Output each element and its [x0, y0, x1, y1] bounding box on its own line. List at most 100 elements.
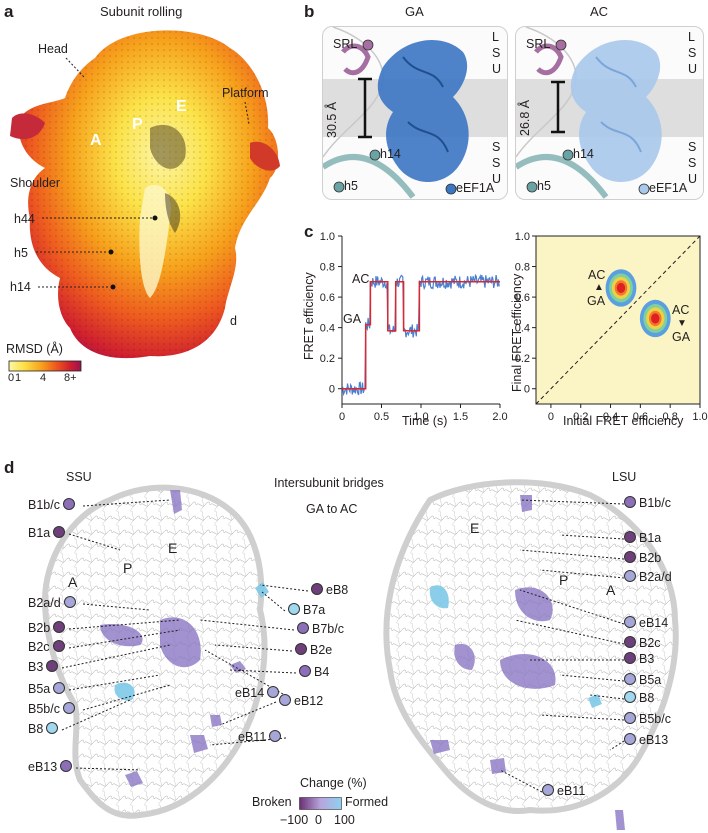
label-platform: Platform — [222, 86, 269, 100]
left-bridge-label-6: B5a — [28, 682, 51, 696]
right-bridge-4: eB14 — [624, 616, 668, 630]
d-site-e2: E — [470, 520, 480, 536]
rmsd-colorbar — [8, 360, 82, 372]
tdp-xtick-label-4: 0.8 — [663, 411, 678, 423]
ga-structure — [323, 27, 507, 199]
tdp-xtick-label-0: 0 — [548, 411, 554, 423]
right-bridge-5: B2c — [624, 636, 661, 650]
trace-ytick-label-4: 0.8 — [320, 262, 335, 274]
center-bridge-dot-4 — [299, 665, 311, 677]
right-bridge-label-11: eB11 — [557, 784, 586, 798]
tdp-peak-0-level-4 — [616, 282, 626, 294]
ga-ssu-s2: S — [492, 156, 501, 170]
ssu-label: SSU — [66, 470, 92, 484]
center-bridge-dot-5 — [267, 686, 280, 698]
trace-xtick-label-4: 2.0 — [492, 411, 507, 423]
change-colorbar — [299, 797, 342, 810]
tdp-lower-arrow: ▼ — [677, 318, 687, 329]
center-bridge-label-5: eB14 — [235, 686, 265, 700]
center-bridge-dot-3 — [295, 643, 307, 655]
ga-srl-label: SRL — [333, 37, 358, 51]
tdp-ylabel: Final FRET efficiency — [510, 273, 524, 392]
center-bridge-leader-1 — [261, 591, 286, 612]
center-bridge-3: B2e — [292, 643, 332, 657]
left-bridge-dot-1 — [53, 526, 66, 538]
label-head: Head — [38, 42, 68, 56]
label-h44: h44 — [14, 212, 35, 226]
ribosome-channel — [139, 184, 171, 298]
right-bridge-leader-9 — [539, 714, 625, 721]
label-shoulder: Shoulder — [10, 176, 61, 190]
lsu-label: LSU — [612, 470, 637, 484]
center-bridge-leader-3 — [214, 644, 293, 652]
ssu-footprint — [41, 484, 268, 819]
left-bridge-dot-0 — [62, 498, 75, 510]
right-bridge-leader-1 — [559, 534, 625, 540]
platform-leader — [244, 101, 250, 125]
left-bridge-leader-8 — [61, 699, 131, 731]
left-bridge-label-2: B2a/d — [28, 596, 61, 610]
d-site-p: P — [123, 560, 133, 576]
right-bridge-1: B1a — [624, 531, 661, 545]
legend-broken: Broken — [252, 795, 292, 809]
right-bridge-0: B1b/c — [624, 496, 671, 510]
left-bridge-leader-4 — [68, 629, 181, 649]
center-bridge-4: B4 — [296, 665, 329, 679]
panel-d-letter: d — [4, 458, 15, 477]
center-bridge-0: eB8 — [308, 583, 348, 597]
right-bridge-dot-2 — [624, 551, 636, 563]
trace-xtick-label-1: 0.5 — [374, 411, 389, 423]
right-bridge-leader-4 — [519, 589, 625, 625]
right-bridge-dot-11 — [542, 784, 554, 796]
label-site-a: A — [90, 132, 102, 149]
right-bridge-dot-0 — [624, 496, 636, 508]
left-bridge-9: eB13 — [28, 760, 75, 774]
d-site-a2: A — [606, 582, 616, 598]
tdp-ytick-label-0: 0 — [524, 384, 530, 396]
ga-lsu-l: L — [492, 30, 499, 44]
rmsd-legend-title: RMSD (Å) — [6, 342, 63, 356]
left-bridge-label-5: B3 — [28, 660, 44, 674]
tdp-lower-ac: AC — [672, 303, 690, 317]
right-bridge-3: B2a/d — [624, 570, 672, 584]
ac-srl-label: SRL — [526, 37, 551, 51]
ac-h5-label: h5 — [537, 179, 551, 193]
right-bridge-leader-7 — [559, 674, 625, 682]
right-bridge-leader-11 — [499, 769, 543, 793]
legend-tick-100: 100 — [334, 813, 355, 827]
panel-a-title: Subunit rolling — [100, 4, 183, 19]
panel-c-letter: c — [304, 222, 314, 241]
tdp-background — [536, 236, 700, 404]
left-bridge-4: B2c — [28, 640, 68, 654]
trace-xtick-label-0: 0 — [339, 411, 345, 423]
trace-ytick-label-2: 0.4 — [320, 323, 335, 335]
center-bridge-dot-0 — [311, 583, 323, 595]
right-bridge-dot-4 — [624, 616, 636, 628]
center-bridge-dot-2 — [297, 622, 309, 634]
legend-tick-neg100: −100 — [280, 813, 309, 827]
head-leader — [65, 57, 85, 78]
center-bridge-label-6: eB12 — [294, 694, 324, 708]
right-bridge-label-4: eB14 — [639, 616, 669, 630]
ga-h5-label: h5 — [344, 179, 358, 193]
trace-ytick-label-0: 0 — [329, 384, 335, 396]
left-bridge-label-8: B8 — [28, 722, 44, 736]
center-bridge-dot-7 — [269, 730, 282, 742]
center-bridge-7: eB11 — [238, 730, 284, 744]
tdp-ytick-label-5: 1.0 — [515, 231, 530, 243]
ribosome-map — [10, 30, 280, 359]
tdp-xtick-label-5: 1.0 — [692, 411, 707, 423]
right-bridge-dot-3 — [624, 570, 636, 582]
left-bridge-6: B5a — [28, 682, 68, 696]
trace-ytick-label-1: 0.2 — [320, 353, 335, 365]
right-bridge-leader-3 — [539, 569, 625, 579]
trace-xlabel: Time (s) — [402, 414, 448, 428]
tdp-peak-1-level-4 — [651, 313, 660, 324]
helix-leaders — [36, 215, 158, 290]
center-bridge-label-3: B2e — [310, 643, 333, 657]
d-site-p2: P — [559, 572, 569, 588]
center-bridge-label-0: eB8 — [326, 583, 349, 597]
left-bridge-leader-1 — [68, 533, 121, 551]
label-h14: h14 — [10, 280, 31, 294]
trace-xtick-label-2: 1.0 — [413, 411, 428, 423]
